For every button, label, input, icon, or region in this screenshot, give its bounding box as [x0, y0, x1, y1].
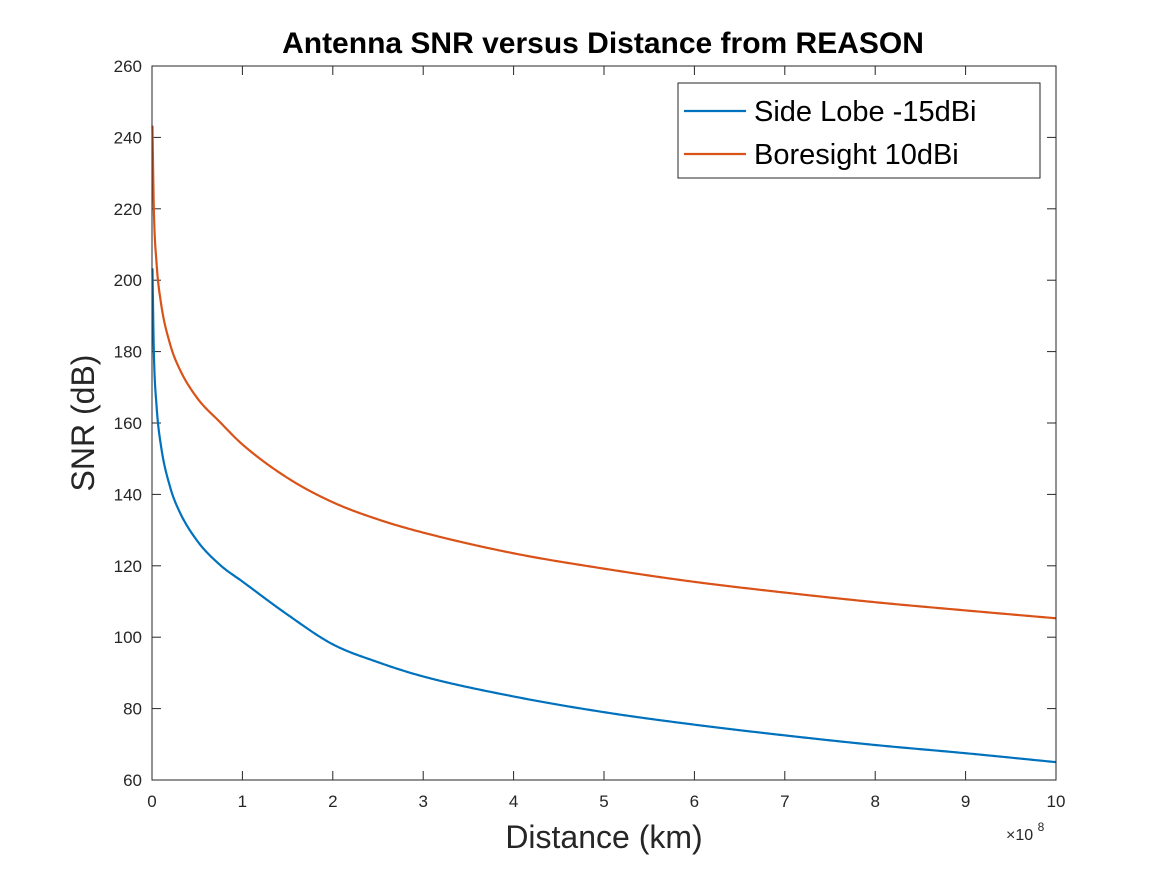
- legend-label: Side Lobe -15dBi: [754, 96, 977, 128]
- y-tick-label: 60: [123, 771, 142, 790]
- x-axis-label: Distance (km): [505, 819, 702, 855]
- y-tick-label: 220: [114, 200, 142, 219]
- y-tick-label: 140: [114, 485, 142, 504]
- x-tick-label: 6: [690, 792, 699, 811]
- y-tick-label: 160: [114, 414, 142, 433]
- y-axis-label: SNR (dB): [65, 355, 101, 492]
- y-tick-label: 200: [114, 271, 142, 290]
- x-tick-label: 8: [870, 792, 879, 811]
- chart-title: Antenna SNR versus Distance from REASON: [282, 27, 924, 60]
- y-tick-label: 100: [114, 628, 142, 647]
- legend: Side Lobe -15dBi Boresight 10dBi: [677, 82, 1041, 179]
- plot-area: [152, 66, 1056, 780]
- axis-ticks: 0 1 2 3 4 5 6 7 8 9 10 60 80 100 120 140 160 180 200 220 240…: [114, 57, 1066, 811]
- legend-box: [677, 82, 1041, 179]
- x-tick-label: 5: [599, 792, 608, 811]
- x-exponent-label: ×10 8: [1006, 820, 1045, 844]
- x-tick-label: 9: [961, 792, 970, 811]
- x-tick-label: 4: [509, 792, 518, 811]
- x-tick-label: 2: [328, 792, 337, 811]
- series-line-1: [151, 267, 1057, 764]
- x-tick-label: 1: [238, 792, 247, 811]
- y-tick-label: 260: [114, 57, 142, 76]
- y-tick-label: 180: [114, 343, 142, 362]
- x-tick-label: 10: [1047, 792, 1066, 811]
- y-tick-label: 80: [123, 700, 142, 719]
- plot-frame: [151, 65, 1057, 781]
- x-exponent-power: 8: [1038, 820, 1045, 834]
- series-line-2: [151, 124, 1057, 620]
- y-tick-label: 240: [114, 128, 142, 147]
- series-lines: [151, 124, 1057, 764]
- x-tick-label: 3: [418, 792, 427, 811]
- y-tick-label: 120: [114, 557, 142, 576]
- legend-label: Boresight 10dBi: [754, 139, 959, 171]
- x-tick-label: 0: [147, 792, 156, 811]
- x-tick-label: 7: [780, 792, 789, 811]
- x-exponent-base: ×10: [1006, 827, 1033, 844]
